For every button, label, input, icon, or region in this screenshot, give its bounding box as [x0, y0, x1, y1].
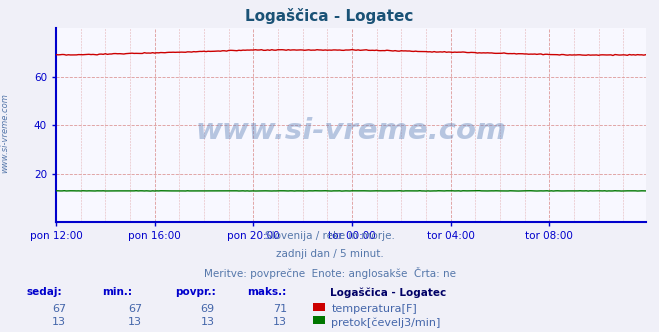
- Text: 13: 13: [52, 317, 67, 327]
- Text: min.:: min.:: [102, 287, 132, 297]
- Text: 13: 13: [273, 317, 287, 327]
- Text: Slovenija / reke in morje.: Slovenija / reke in morje.: [264, 231, 395, 241]
- Text: maks.:: maks.:: [247, 287, 287, 297]
- Text: Meritve: povprečne  Enote: anglosakše  Črta: ne: Meritve: povprečne Enote: anglosakše Črt…: [204, 267, 455, 279]
- Text: pretok[čevelj3/min]: pretok[čevelj3/min]: [331, 317, 441, 328]
- Text: sedaj:: sedaj:: [26, 287, 62, 297]
- Text: 67: 67: [128, 304, 142, 314]
- Text: 67: 67: [52, 304, 67, 314]
- Text: www.si-vreme.com: www.si-vreme.com: [195, 117, 507, 145]
- Text: povpr.:: povpr.:: [175, 287, 215, 297]
- Text: temperatura[F]: temperatura[F]: [331, 304, 417, 314]
- Text: Logaščica - Logatec: Logaščica - Logatec: [330, 287, 445, 298]
- Text: 13: 13: [128, 317, 142, 327]
- Text: Logaščica - Logatec: Logaščica - Logatec: [245, 8, 414, 24]
- Text: www.si-vreme.com: www.si-vreme.com: [1, 93, 10, 173]
- Text: 13: 13: [200, 317, 215, 327]
- Text: zadnji dan / 5 minut.: zadnji dan / 5 minut.: [275, 249, 384, 259]
- Text: 69: 69: [200, 304, 215, 314]
- Text: 71: 71: [273, 304, 287, 314]
